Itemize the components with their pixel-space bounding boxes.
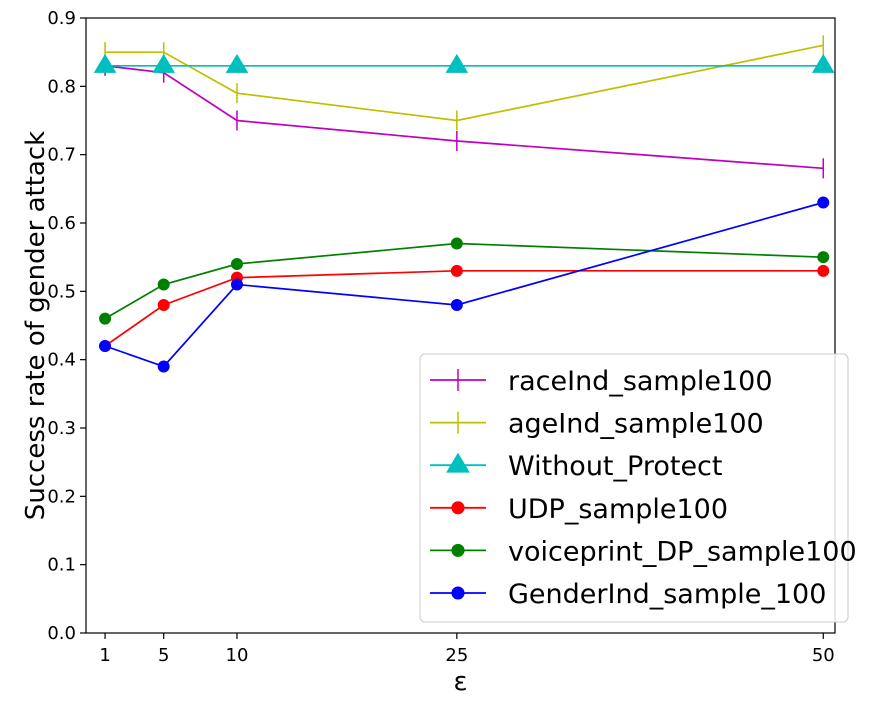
series-line [104,242,824,320]
y-tick-label: 0.2 [47,486,76,507]
data-point [450,237,463,250]
series-UDP_sample100 [99,264,830,352]
x-tick-label: 1 [99,645,110,666]
data-point [225,53,249,73]
series-voiceprint_DP_sample100 [99,237,830,325]
y-tick-label: 0.6 [47,213,76,234]
y-tick-label: 0.4 [47,350,76,371]
y-tick-label: 0.3 [47,418,76,439]
y-axis-title: Success rate of gender attack [21,131,51,520]
series-line [104,201,824,368]
legend-item: GenderInd_sample_100 [430,579,826,610]
data-point [157,360,170,373]
legend-marker [451,586,465,600]
legend-marker [451,543,465,557]
series-ageInd_sample100 [104,35,825,131]
legend-item: ageInd_sample100 [430,409,764,440]
y-tick-label: 0.5 [47,281,76,302]
x-axis-title: ε [453,667,467,697]
legend-box [419,353,849,623]
legend-marker [446,452,470,473]
legend-marker [451,501,465,515]
legend: raceInd_sample100 ageInd_sample100 Without… [419,353,857,623]
data-point [230,278,243,291]
legend-label: UDP_sample100 [508,494,728,525]
data-point [445,53,469,73]
legend-label: raceInd_sample100 [508,366,773,397]
series-line [105,44,824,122]
legend-label: ageInd_sample100 [508,409,764,440]
data-point [450,299,463,311]
data-point [450,264,463,277]
series-line [104,64,824,170]
data-point [99,340,112,352]
y-tick-label: 0.9 [47,8,76,29]
x-tick-label: 10 [226,645,249,666]
series-raceInd_sample100 [104,55,825,179]
data-point [152,53,176,73]
legend-label: voiceprint_DP_sample100 [508,536,857,567]
data-point [93,53,117,73]
y-tick-label: 0.8 [47,76,76,97]
data-point [811,53,835,73]
data-point [230,258,243,270]
legend-item: raceInd_sample100 [430,366,773,397]
x-tick-label: 25 [445,645,468,666]
legend-label: Without_Protect [508,451,722,482]
y-tick-label: 0.0 [47,623,76,644]
x-tick-label: 50 [812,645,835,666]
y-axis: 0.0 0.1 0.2 0.3 0.4 0.5 0.6 0.7 0.8 0.9 [47,8,86,644]
x-axis: 1 5 10 25 50 [99,633,835,666]
series-layer [93,35,835,373]
plot-frame [85,17,836,634]
legend-item: UDP_sample100 [430,494,728,525]
y-tick-label: 0.1 [47,555,76,576]
y-tick-label: 0.7 [47,145,76,166]
data-point [99,312,112,325]
series-Without_Protect [93,53,835,73]
series-line [104,269,824,347]
legend-item: Without_Protect [430,451,722,482]
data-point [817,264,830,277]
x-tick-label: 5 [158,645,169,666]
series-GenderInd_sample_100 [99,196,830,373]
data-point [157,278,170,291]
data-point [817,251,830,264]
data-point [157,299,170,311]
legend-label: GenderInd_sample_100 [508,579,826,610]
data-point [817,196,830,209]
legend-item: voiceprint_DP_sample100 [430,536,857,567]
